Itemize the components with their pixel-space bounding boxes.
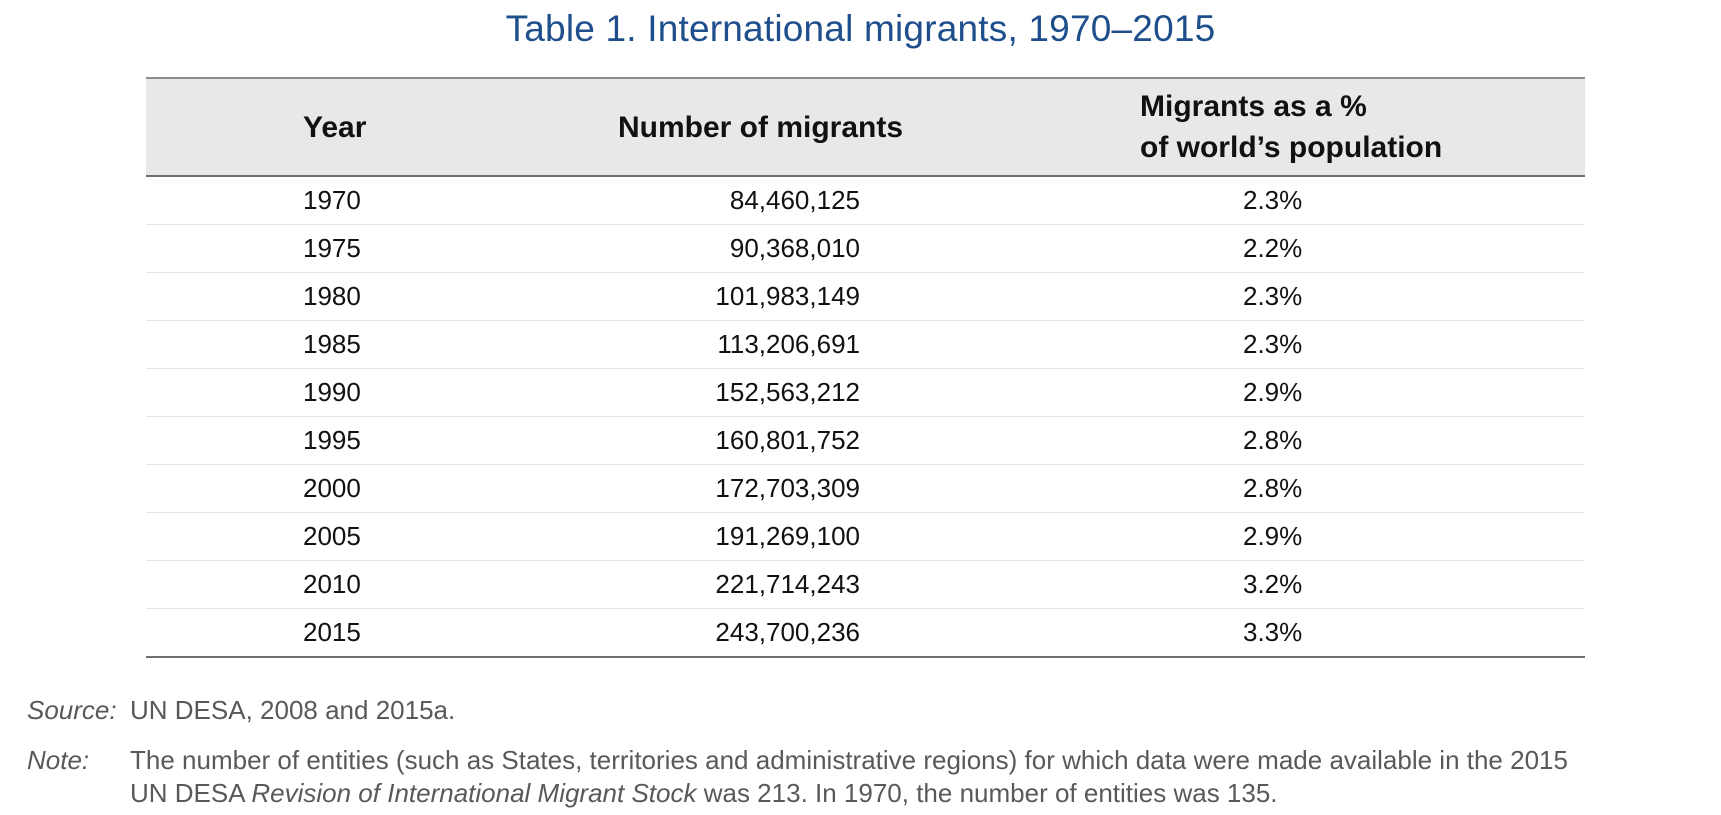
note-label: Note:	[27, 745, 90, 775]
table-row: 1990 152,563,212 2.9%	[146, 368, 1585, 417]
note-line2-italic: Revision of International Migrant Stock	[251, 778, 697, 808]
table-body: 1970 84,460,125 2.3% 1975 90,368,010 2.2% 1980…	[146, 176, 1585, 658]
cell-number: 84,460,125	[520, 176, 1000, 225]
cell-year: 2000	[146, 464, 520, 513]
header-year: Year	[146, 77, 520, 177]
note-text: The number of entities (such as States, …	[130, 744, 1721, 810]
cell-number: 243,700,236	[520, 608, 1000, 658]
header-number-of-migrants: Number of migrants	[520, 77, 1000, 177]
cell-percent: 2.3%	[1000, 176, 1585, 225]
header-migrants-percent: Migrants as a % of world’s population	[1000, 77, 1585, 177]
note-line2-pre: UN DESA	[130, 778, 252, 808]
cell-number: 172,703,309	[520, 464, 1000, 513]
table-row: 1975 90,368,010 2.2%	[146, 224, 1585, 273]
table-row: 2010 221,714,243 3.2%	[146, 560, 1585, 609]
table-row: 1970 84,460,125 2.3%	[146, 176, 1585, 225]
cell-percent: 2.9%	[1000, 368, 1585, 417]
table-row: 2015 243,700,236 3.3%	[146, 608, 1585, 658]
cell-number: 160,801,752	[520, 416, 1000, 465]
cell-number: 221,714,243	[520, 560, 1000, 609]
table-row: 1995 160,801,752 2.8%	[146, 416, 1585, 465]
header-percent-line2: of world’s population	[1140, 131, 1443, 164]
cell-percent: 3.3%	[1000, 608, 1585, 658]
cell-year: 2005	[146, 512, 520, 561]
cell-percent: 2.8%	[1000, 416, 1585, 465]
note-line1: The number of entities (such as States, …	[130, 745, 1568, 775]
header-percent-line1: Migrants as a %	[1140, 90, 1367, 123]
cell-year: 1985	[146, 320, 520, 369]
cell-number: 191,269,100	[520, 512, 1000, 561]
cell-number: 101,983,149	[520, 272, 1000, 321]
table-row: 2000 172,703,309 2.8%	[146, 464, 1585, 513]
table-row: 2005 191,269,100 2.9%	[146, 512, 1585, 561]
table-header: Year Number of migrants Migrants as a % o…	[146, 77, 1585, 177]
table-title: Table 1. International migrants, 1970–20…	[505, 8, 1216, 49]
cell-percent: 2.8%	[1000, 464, 1585, 513]
source-text: UN DESA, 2008 and 2015a.	[130, 695, 456, 725]
cell-year: 2015	[146, 608, 520, 658]
source-label: Source:	[27, 695, 117, 725]
cell-year: 2010	[146, 560, 520, 609]
cell-year: 1975	[146, 224, 520, 273]
cell-percent: 2.9%	[1000, 512, 1585, 561]
cell-percent: 2.3%	[1000, 320, 1585, 369]
table-row: 1980 101,983,149 2.3%	[146, 272, 1585, 321]
cell-number: 113,206,691	[520, 320, 1000, 369]
table-row: 1985 113,206,691 2.3%	[146, 320, 1585, 369]
cell-percent: 3.2%	[1000, 560, 1585, 609]
note-line2-post: was 213. In 1970, the number of entities…	[696, 778, 1278, 808]
cell-year: 1970	[146, 176, 520, 225]
cell-year: 1995	[146, 416, 520, 465]
cell-number: 152,563,212	[520, 368, 1000, 417]
cell-year: 1980	[146, 272, 520, 321]
cell-percent: 2.2%	[1000, 224, 1585, 273]
migrants-table: Year Number of migrants Migrants as a % o…	[146, 77, 1585, 658]
cell-percent: 2.3%	[1000, 272, 1585, 321]
cell-year: 1990	[146, 368, 520, 417]
header-row: Year Number of migrants Migrants as a % o…	[146, 77, 1585, 177]
cell-number: 90,368,010	[520, 224, 1000, 273]
